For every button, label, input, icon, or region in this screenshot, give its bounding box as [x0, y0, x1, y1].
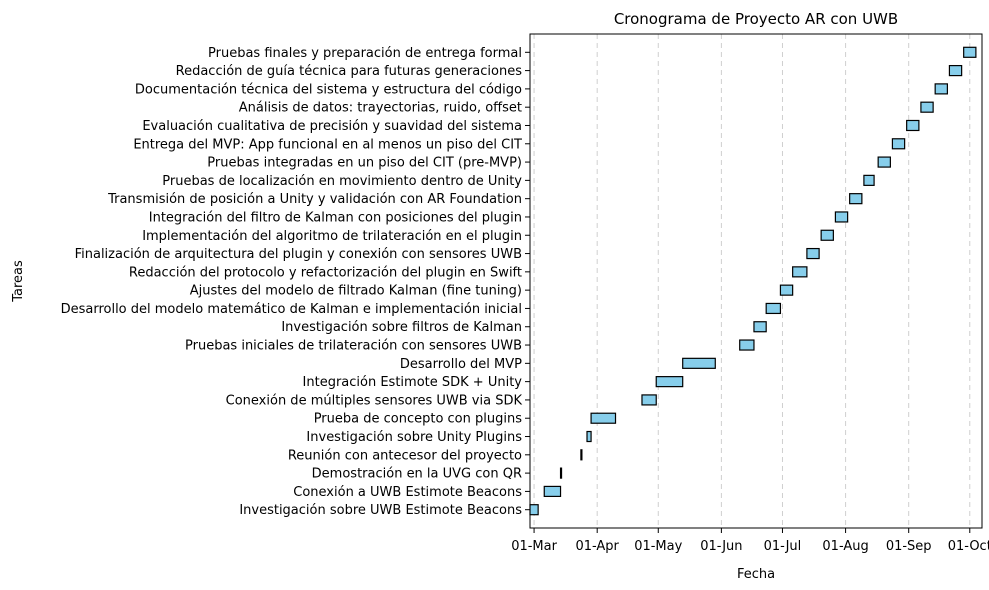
task-bar [863, 174, 875, 186]
task-bar [820, 229, 834, 241]
task-bar [779, 284, 794, 296]
task-bar [641, 394, 657, 406]
task-label: Documentación técnica del sistema y estr… [135, 82, 522, 97]
task-label: Desarrollo del modelo matemático de Kalm… [61, 302, 522, 317]
task-label: Ajustes del modelo de filtrado Kalman (f… [190, 284, 522, 299]
x-tick-label: 01-Jun [700, 539, 742, 554]
task-label: Transmisión de posición a Unity y valida… [107, 192, 522, 207]
bars [529, 46, 977, 516]
task-bar [792, 266, 808, 278]
x-tick-label: 01-Apr [575, 539, 619, 554]
task-label: Conexión a UWB Estimote Beacons [293, 485, 522, 500]
task-label: Prueba de concepto con plugins [314, 412, 523, 427]
x-tick-label: 01-Aug [822, 539, 868, 554]
task-label: Investigación sobre Unity Plugins [306, 430, 522, 445]
task-bar [906, 119, 920, 132]
task-label: Conexión de múltiples sensores UWB via S… [226, 393, 523, 408]
chart-title: Cronograma de Proyecto AR con UWB [614, 10, 898, 28]
x-tick-label: 01-Mar [511, 539, 557, 554]
task-label: Finalización de arquitectura del plugin … [75, 247, 522, 262]
task-bar [753, 321, 767, 333]
y-axis-label: Tareas [11, 260, 26, 303]
task-bar [739, 339, 755, 351]
task-bar [877, 156, 891, 168]
task-label: Integración Estimote SDK + Unity [303, 375, 523, 390]
task-label: Pruebas de localización en movimiento de… [162, 174, 522, 189]
task-label: Pruebas integradas en un piso del CIT (p… [207, 156, 522, 171]
grid-lines [533, 34, 971, 528]
task-label: Redacción de guía técnica para futuras g… [176, 64, 523, 79]
x-tick-label: 01-May [634, 539, 682, 554]
x-tick-label: 01-Oct [948, 539, 989, 554]
task-label: Evaluación cualitativa de precisión y su… [142, 119, 522, 134]
task-bar [934, 83, 948, 95]
task-label: Investigación sobre UWB Estimote Beacons [239, 503, 522, 518]
x-axis-ticks: 01-Mar 01-Apr 01-May 01-Jun 01-Jul 01-Aug 01-S… [511, 528, 989, 554]
task-bar [891, 138, 906, 150]
task-label: Redacción del protocolo y refactorizació… [129, 265, 522, 280]
task-bar [765, 302, 782, 315]
task-bar [543, 485, 562, 498]
task-bar [586, 430, 592, 443]
task-label: Reunión con antecesor del proyecto [288, 448, 522, 463]
task-bar [834, 211, 849, 223]
x-tick-label: 01-Sep [886, 539, 932, 554]
task-bar [580, 449, 583, 461]
task-bar [655, 376, 684, 388]
x-axis-label: Fecha [737, 567, 775, 582]
task-label: Integración del filtro de Kalman con pos… [149, 210, 522, 225]
task-bar [682, 357, 716, 369]
task-bar [559, 467, 563, 479]
task-label: Pruebas iniciales de trilateración con s… [185, 339, 522, 354]
task-bar [590, 412, 617, 424]
task-bar [920, 101, 934, 113]
task-label: Desarrollo del MVP [400, 357, 522, 372]
task-label: Investigación sobre filtros de Kalman [281, 320, 522, 335]
task-bar [529, 504, 539, 516]
y-axis-ticks: Investigación sobre UWB Estimote Beacons… [61, 46, 530, 518]
task-label: Demostración en la UVG con QR [312, 467, 522, 482]
task-bar [948, 64, 963, 77]
x-tick-label: 01-Jul [764, 539, 802, 554]
task-label: Entrega del MVP: App funcional en al men… [133, 137, 522, 152]
task-bar [849, 193, 863, 205]
task-label: Implementación del algoritmo de trilater… [142, 229, 522, 244]
plot-frame [529, 33, 983, 529]
task-bar [963, 46, 977, 58]
task-label: Análisis de datos: trayectorias, ruido, … [239, 101, 522, 116]
task-bar [806, 247, 820, 260]
task-label: Pruebas finales y preparación de entrega… [208, 46, 522, 61]
